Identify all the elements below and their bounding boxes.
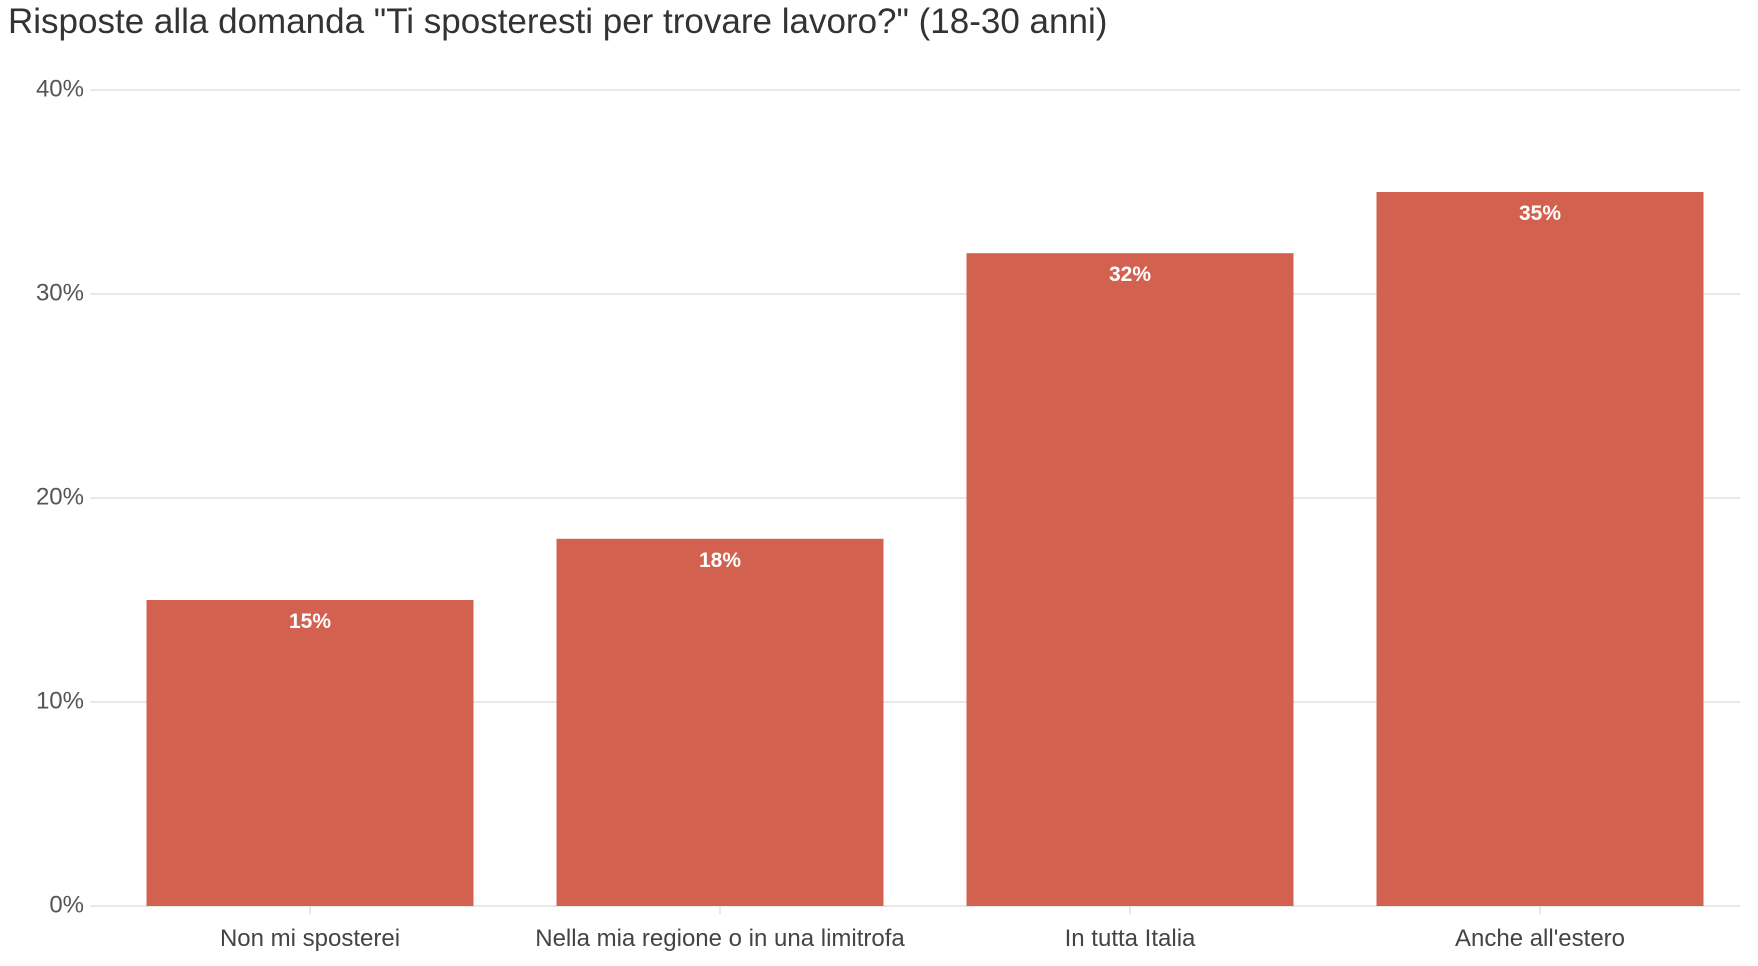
bars: 15% 18% 32% 35% xyxy=(146,192,1704,906)
bar-value-label: 32% xyxy=(1109,263,1151,286)
y-tick-label: 30% xyxy=(36,279,84,306)
bar xyxy=(966,253,1294,906)
x-tick-label: In tutta Italia xyxy=(1065,925,1196,952)
y-tick-label: 10% xyxy=(36,687,84,714)
bar xyxy=(146,600,474,906)
bar xyxy=(1376,192,1704,906)
bar-value-label: 15% xyxy=(289,610,331,633)
y-tick-label: 40% xyxy=(36,75,84,102)
x-tick-label: Anche all'estero xyxy=(1455,925,1625,952)
chart-title: Risposte alla domanda "Ti sposteresti pe… xyxy=(8,2,1108,41)
x-tick-label: Non mi sposterei xyxy=(220,925,400,952)
y-tick-label: 20% xyxy=(36,483,84,510)
bar-value-label: 35% xyxy=(1519,202,1561,225)
x-axis-ticks: Non mi sposterei Nella mia regione o in u… xyxy=(220,906,1625,952)
y-tick-label: 0% xyxy=(49,891,84,918)
y-axis-ticks: 0% 10% 20% 30% 40% xyxy=(36,75,84,918)
x-tick-label: Nella mia regione o in una limitrofa xyxy=(535,925,905,952)
bar xyxy=(556,538,884,906)
bar-value-label: 18% xyxy=(699,549,741,572)
